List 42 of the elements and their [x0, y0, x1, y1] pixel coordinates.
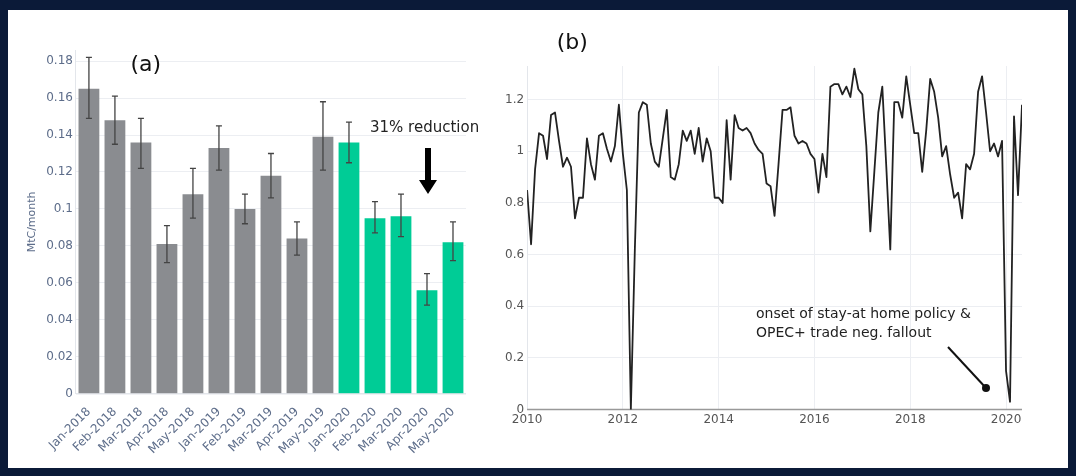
x-tick-label: 2014	[703, 411, 734, 426]
y-tick-label: 0.04	[46, 311, 73, 326]
y-tick-label: 0.06	[46, 275, 73, 289]
bar	[364, 218, 386, 394]
y-tick-label: 0.18	[46, 53, 73, 68]
x-tick-label: 2012	[607, 411, 639, 426]
bar	[234, 208, 256, 394]
annotation: 31% reduction	[370, 118, 481, 137]
y-tick-label: 0.08	[46, 238, 73, 253]
y-tick-label: 0.14	[46, 127, 73, 142]
y-tick-label: 1	[516, 143, 525, 158]
chart-title: (b)	[556, 28, 588, 54]
bar	[156, 244, 178, 394]
annotation: onset of stay-at home policy & OPEC+ trade neg. fallout	[756, 304, 972, 342]
chart-title: (a)	[130, 50, 162, 76]
x-tick-label: 2018	[894, 411, 926, 426]
x-tick-label: 2016	[799, 411, 830, 426]
bar	[312, 136, 334, 394]
x-tick-label: 2010	[511, 411, 543, 426]
bar	[182, 194, 204, 394]
bar	[390, 216, 412, 394]
y-tick-label: 0.4	[504, 298, 525, 313]
bar	[260, 175, 282, 394]
bar	[442, 242, 464, 394]
y-tick-label: 1.2	[504, 91, 525, 106]
y-tick-label: 0.02	[46, 348, 73, 363]
bar	[130, 142, 152, 394]
bar	[78, 88, 100, 394]
y-tick-label: 0.8	[504, 195, 525, 210]
y-tick-label: 0.16	[46, 90, 73, 105]
y-tick-label: 0	[65, 385, 73, 400]
bar	[104, 120, 126, 394]
y-axis-title: MtC/month	[25, 191, 39, 253]
y-tick-label: 0.1	[53, 201, 73, 216]
bar	[416, 290, 438, 394]
x-tick-label: 2020	[990, 411, 1022, 426]
bar	[286, 238, 308, 394]
bar	[208, 147, 230, 394]
bar	[338, 142, 360, 394]
y-tick-label: 0.12	[46, 164, 73, 179]
y-tick-label: 0.2	[504, 350, 525, 365]
y-tick-label: 0.6	[504, 246, 525, 261]
